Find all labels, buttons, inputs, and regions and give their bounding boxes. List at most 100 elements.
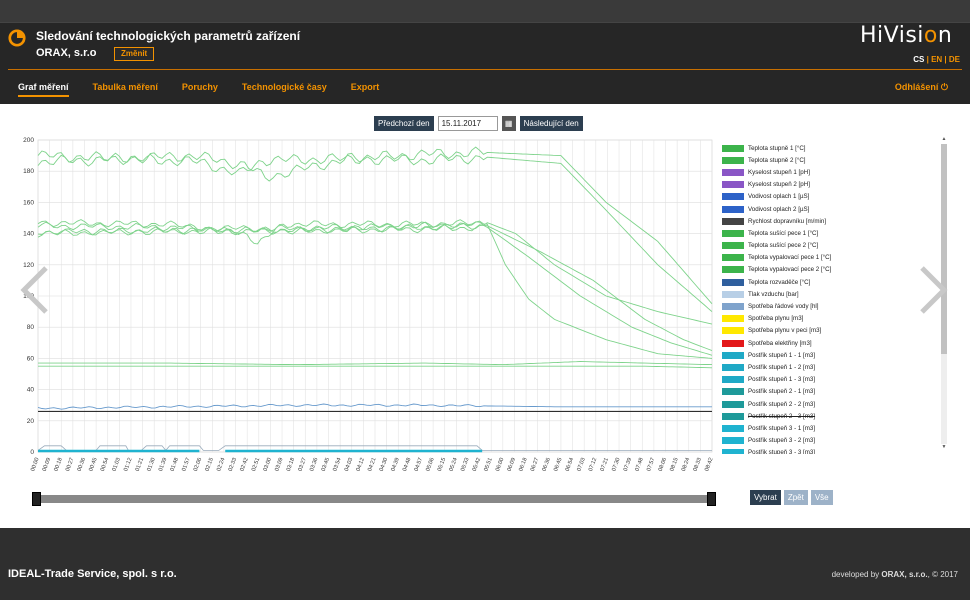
credit-text: developed by	[831, 570, 882, 579]
y-tick-label: 140	[23, 231, 34, 238]
legend-item[interactable]: Teplota sušící pece 1 [°C]	[722, 227, 936, 239]
legend-item[interactable]: Postřik stupeň 2 - 3 [m3]	[722, 410, 936, 422]
x-tick-label: 08:24	[681, 457, 691, 472]
x-tick-label: 01:48	[170, 457, 180, 472]
legend-item[interactable]: Teplota rozvaděče [°C]	[722, 276, 936, 288]
scroll-down-icon[interactable]: ▼	[941, 444, 947, 450]
x-tick-label: 07:12	[588, 457, 598, 472]
series-line	[37, 403, 712, 410]
legend-swatch	[722, 424, 744, 432]
legend-item[interactable]: Spotřeba řádové vody [hl]	[722, 300, 936, 312]
legend-item[interactable]: Kyselost stupeň 1 [pH]	[722, 166, 936, 178]
x-tick-label: 07:30	[611, 457, 621, 472]
legend-item[interactable]: Tlak vzduchu [bar]	[722, 288, 936, 300]
date-bar: Předchozí den 15.11.2017 ▦ Následující d…	[374, 116, 583, 131]
lang-en[interactable]: EN	[931, 55, 943, 64]
legend-swatch	[722, 290, 744, 298]
legend-item[interactable]: Spotřeba plynu [m3]	[722, 313, 936, 325]
logout-button[interactable]: Odhlášení ⏻	[895, 82, 948, 93]
legend-item[interactable]: Rychlost dopravníku [m/min]	[722, 215, 936, 227]
tab-poruchy[interactable]: Poruchy	[181, 82, 218, 92]
legend-item[interactable]: Teplota stupně 1 [°C]	[722, 142, 936, 154]
prev-day-button[interactable]: Předchozí den	[374, 116, 434, 131]
legend-swatch	[722, 278, 744, 286]
next-day-button[interactable]: Následující den	[519, 116, 583, 131]
main-content: Předchozí den 15.11.2017 ▦ Následující d…	[0, 104, 970, 528]
legend-item[interactable]: Teplota vypalovací pece 2 [°C]	[722, 264, 936, 276]
change-company-button[interactable]: Změnit	[114, 47, 155, 61]
measurement-chart[interactable]: 00:00 00:09 00:18 00:27 00:36 00:45 00:54 01:03…	[0, 132, 720, 472]
x-tick-label: 06:27	[530, 457, 540, 472]
chevron-right-icon[interactable]	[914, 264, 950, 316]
lang-cs[interactable]: CS	[913, 55, 925, 64]
scroll-up-icon[interactable]: ▲	[941, 136, 947, 142]
legend-label: Spotřeba elektřiny [m3]	[748, 339, 812, 347]
time-range-slider[interactable]	[32, 492, 720, 506]
y-tick-label: 200	[23, 137, 34, 144]
legend-item[interactable]: Kyselost stupeň 2 [pH]	[722, 179, 936, 191]
x-tick-label: 01:39	[158, 457, 168, 472]
legend-label: Teplota sušící pece 1 [°C]	[748, 229, 819, 237]
series-line	[38, 365, 713, 369]
series-line	[37, 220, 713, 359]
lang-de[interactable]: DE	[948, 55, 960, 64]
x-tick-label: 00:27	[65, 457, 75, 472]
legend-item[interactable]: Teplota sušící pece 2 [°C]	[722, 240, 936, 252]
legend-item[interactable]: Vodivost oplach 1 [µS]	[722, 191, 936, 203]
legend-label: Postřik stupeň 2 - 1 [m3]	[748, 388, 816, 396]
legend-scrollbar[interactable]: ▲ ▼	[940, 136, 948, 452]
footer-company: IDEAL-Trade Service, spol. s r.o.	[8, 568, 177, 580]
x-tick-label: 04:30	[379, 457, 389, 472]
x-tick-label: 02:42	[239, 457, 249, 472]
legend-item[interactable]: Postřik stupeň 2 - 1 [m3]	[722, 386, 936, 398]
chevron-left-icon[interactable]	[18, 264, 54, 316]
scroll-thumb[interactable]	[941, 144, 947, 354]
calendar-icon[interactable]: ▦	[501, 116, 516, 131]
x-tick-label: 04:03	[344, 457, 354, 472]
legend-item[interactable]: Postřik stupeň 1 - 2 [m3]	[722, 361, 936, 373]
tab-export[interactable]: Export	[350, 82, 380, 92]
date-input[interactable]: 15.11.2017	[437, 116, 498, 131]
legend-item[interactable]: Postřik stupeň 3 - 3 [m3]	[722, 447, 936, 454]
x-tick-label: 02:06	[193, 457, 203, 472]
y-tick-label: 120	[23, 262, 34, 269]
legend-item[interactable]: Spotřeba plynu v peci [m3]	[722, 325, 936, 337]
legend-item[interactable]: Postřik stupeň 1 - 1 [m3]	[722, 349, 936, 361]
legend-item[interactable]: Vodivost oplach 2 [µS]	[722, 203, 936, 215]
legend-swatch	[722, 327, 744, 335]
x-tick-label: 05:42	[472, 457, 482, 472]
legend-item[interactable]: Postřik stupeň 1 - 3 [m3]	[722, 374, 936, 386]
x-tick-label: 00:45	[88, 457, 98, 472]
power-icon: ⏻	[940, 82, 948, 92]
range-handle-right[interactable]	[707, 492, 716, 506]
x-tick-label: 05:51	[483, 457, 493, 472]
all-button[interactable]: Vše	[810, 490, 833, 505]
legend-swatch	[722, 266, 744, 274]
y-tick-label: 180	[23, 168, 34, 175]
range-track[interactable]	[36, 495, 716, 503]
x-tick-label: 01:03	[112, 457, 122, 472]
range-handle-left[interactable]	[32, 492, 41, 506]
legend-item[interactable]: Postřik stupeň 2 - 2 [m3]	[722, 398, 936, 410]
x-tick-label: 06:18	[518, 457, 528, 472]
legend-label: Spotřeba plynu [m3]	[748, 315, 804, 323]
legend-label: Teplota stupně 1 [°C]	[748, 144, 806, 152]
legend-item[interactable]: Postřik stupeň 3 - 2 [m3]	[722, 435, 936, 447]
legend-item[interactable]: Teplota stupně 2 [°C]	[722, 154, 936, 166]
legend-item[interactable]: Spotřeba elektřiny [m3]	[722, 337, 936, 349]
legend-item[interactable]: Teplota vypalovací pece 1 [°C]	[722, 252, 936, 264]
x-tick-label: 00:09	[42, 457, 52, 472]
tab-tabulka-mereni[interactable]: Tabulka měření	[92, 82, 158, 92]
header: Sledování technologických parametrů zaří…	[0, 22, 970, 104]
tab-graf-mereni[interactable]: Graf měření	[18, 82, 69, 97]
x-tick-label: 08:42	[704, 457, 714, 472]
legend-label: Teplota vypalovací pece 1 [°C]	[748, 254, 832, 262]
x-tick-label: 04:21	[367, 457, 377, 472]
tab-technologicke-casy[interactable]: Technologické časy	[241, 82, 327, 92]
back-button[interactable]: Zpět	[783, 490, 808, 505]
legend-item[interactable]: Postřik stupeň 3 - 1 [m3]	[722, 422, 936, 434]
legend-swatch	[722, 193, 744, 201]
x-tick-label: 01:57	[181, 457, 191, 472]
x-tick-label: 06:00	[495, 457, 505, 472]
select-button[interactable]: Vybrat	[750, 490, 781, 505]
